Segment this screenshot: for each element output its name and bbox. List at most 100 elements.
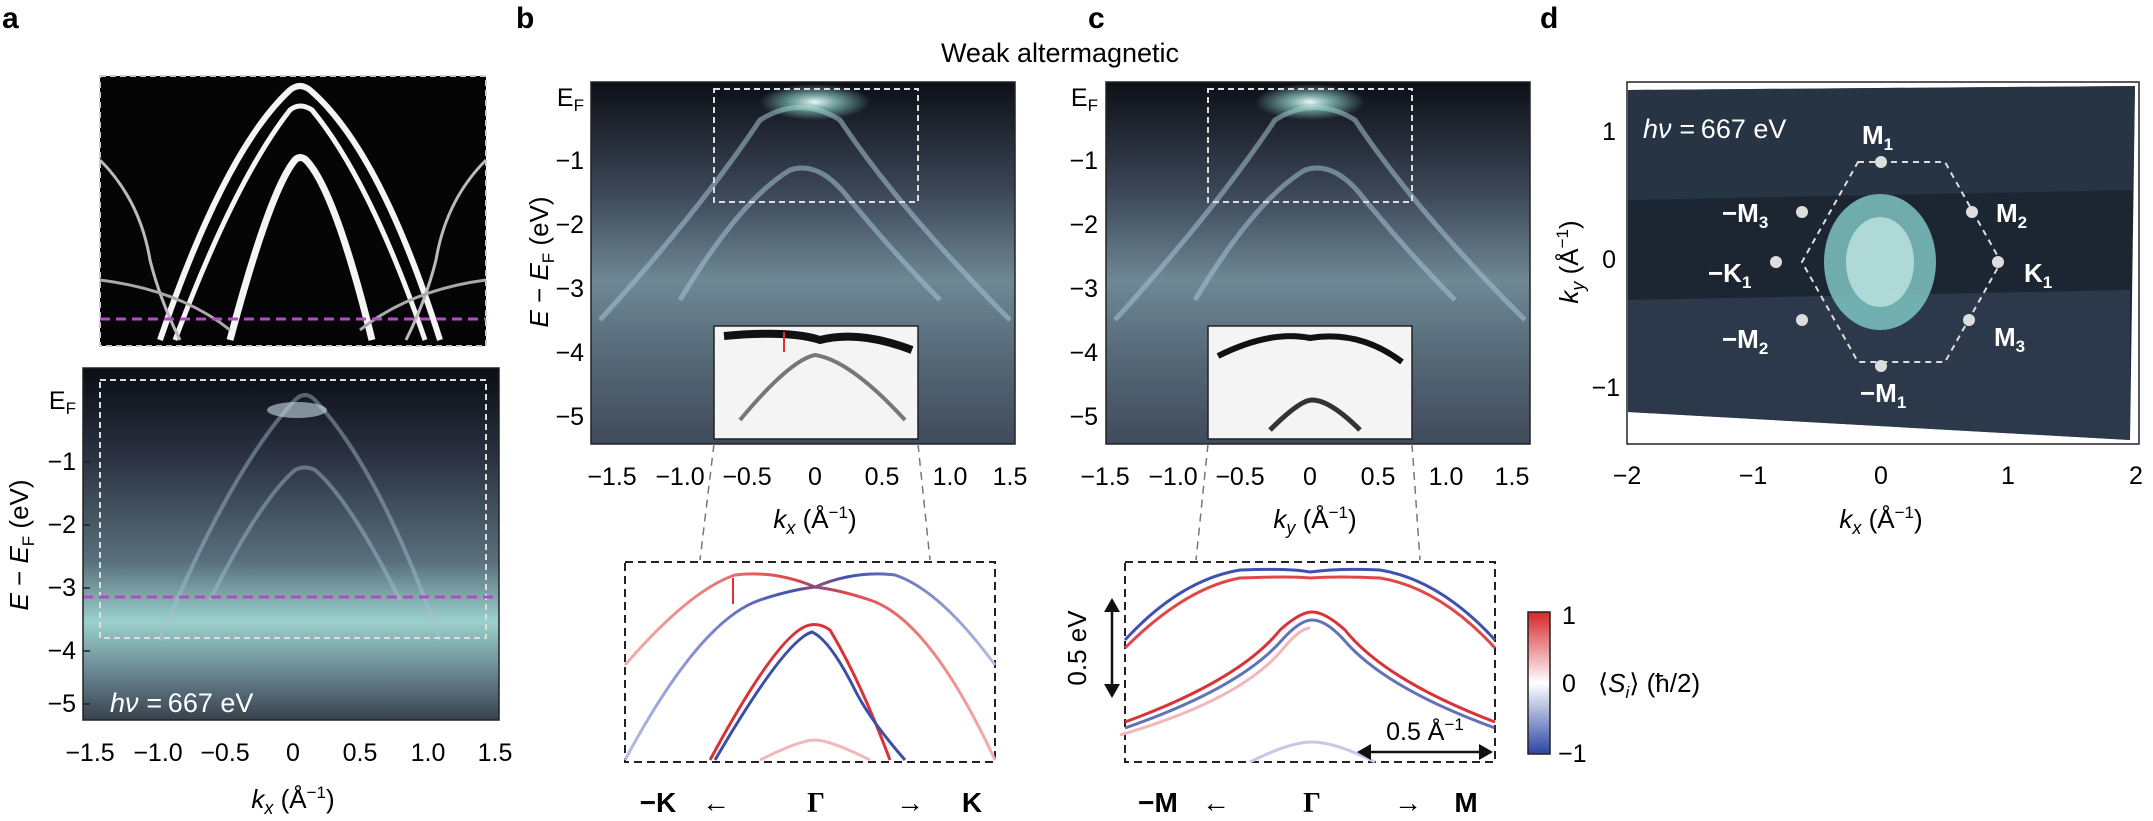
point-K1 [1992, 256, 2004, 268]
tick: −5 [1069, 403, 1098, 431]
tick: −1 [1069, 147, 1098, 175]
tick: 1.0 [1429, 463, 1464, 491]
panel-letter-c: c [1088, 2, 1105, 35]
tick: 0.5 [865, 463, 900, 491]
tick: 1.0 [933, 463, 968, 491]
figure-title: Weak altermagnetic [941, 38, 1179, 68]
tick: 0 [1303, 463, 1317, 491]
label: −K [640, 787, 677, 818]
panel-d-hexagon [1800, 161, 2003, 363]
colorbar-label: ⟨Si⟩ (ħ/2) [1598, 668, 1700, 702]
panel-letter-b: b [516, 2, 534, 35]
point-M2 [1966, 206, 1978, 218]
panel-d-y-label: ky (Å−1) [1553, 220, 1588, 303]
tick: 1 [1562, 602, 1576, 630]
tick: −1.5 [587, 463, 636, 491]
panel-a-x-label: kx (Å−1) [251, 783, 334, 818]
tick: 0.5 [343, 739, 378, 767]
panel-c-bottom-labels: −M ← Γ → M [1138, 787, 1478, 819]
tick: −2 [555, 211, 584, 239]
label: ← [702, 787, 730, 818]
tick: −4 [1069, 339, 1098, 367]
tick: 0 [1602, 246, 1616, 274]
panel-b-y-label: E − EF (eV) [524, 196, 558, 327]
label: ← [1202, 787, 1230, 818]
panel-d-y-ticks: 1 0 −1 [1591, 118, 1620, 402]
tick: 1.0 [411, 739, 446, 767]
tick: −2 [1613, 462, 1642, 490]
panel-b-glow [760, 84, 870, 120]
tick: −1 [1558, 740, 1587, 768]
tick: −1.5 [65, 739, 114, 767]
panel-c-x-ticks: −1.5 −1.0 −0.5 0 0.5 1.0 1.5 [1080, 463, 1529, 491]
panel-b-bottom-labels: −K ← Γ → K [640, 787, 982, 819]
tick: EF [1071, 84, 1098, 115]
panel-c-calc-box [1124, 561, 1496, 763]
tick: −2 [47, 511, 76, 539]
tick: −1 [555, 147, 584, 175]
tick: −0.5 [1215, 463, 1264, 491]
panel-d-x-label: kx (Å−1) [1839, 503, 1922, 538]
tick: −5 [47, 690, 76, 718]
colorbar-ticks: 1 0 −1 [1558, 602, 1587, 768]
point-negK1 [1770, 256, 1782, 268]
tick: 0 [1562, 670, 1576, 698]
tick: −1.0 [1148, 463, 1197, 491]
label-M2: M2 [1996, 198, 2027, 232]
label: Γ [1303, 788, 1321, 819]
label: Γ [807, 788, 825, 819]
tick: 0 [286, 739, 300, 767]
label-negM3: −M3 [1722, 198, 1768, 232]
tick: 0 [808, 463, 822, 491]
tick: −1.0 [655, 463, 704, 491]
panel-a-y-label: E − EF (eV) [4, 479, 38, 610]
tick: 0.5 [1361, 463, 1396, 491]
panel-b-x-ticks: −1.5 −1.0 −0.5 0 0.5 1.0 1.5 [587, 463, 1027, 491]
tick: −1 [1591, 374, 1620, 402]
tick: −0.5 [722, 463, 771, 491]
point-M3 [1963, 314, 1975, 326]
point-negM1 [1875, 360, 1887, 372]
tick: −4 [555, 339, 584, 367]
panel-c-inset [1207, 325, 1413, 440]
panel-c-energy-scale: 0.5 eV [1062, 610, 1092, 686]
tick: 1 [1602, 118, 1616, 146]
panel-b-inset [713, 325, 919, 440]
tick: −5 [555, 403, 584, 431]
label: K [962, 787, 982, 818]
panel-c-x-label: ky (Å−1) [1273, 503, 1356, 538]
point-M1 [1875, 156, 1887, 168]
tick: −1 [1739, 462, 1768, 490]
tick: −2 [1069, 211, 1098, 239]
panel-a-arpes-image [83, 368, 499, 720]
panel-a-calc-bands [98, 83, 488, 341]
panel-d-photon: hν = 667 eV [1643, 114, 1786, 144]
panel-a-photon: hν = 667 eV [110, 688, 253, 718]
panel-letter-d: d [1540, 2, 1558, 35]
panel-b-y-ticks: EF −1 −2 −3 −4 −5 [555, 84, 584, 431]
tick: 1.5 [478, 739, 513, 767]
panel-a-y-ticks: EF −1 −2 −3 −4 −5 [47, 387, 76, 718]
tick: −3 [555, 275, 584, 303]
panel-c-glow [1255, 84, 1365, 120]
point-negM3 [1796, 206, 1808, 218]
tick: 0 [1874, 462, 1888, 490]
tick: EF [557, 84, 584, 115]
panel-d-x-ticks: −2 −1 0 1 2 [1613, 462, 2143, 490]
tick: −4 [47, 637, 76, 665]
tick: −3 [47, 574, 76, 602]
tick: −1.5 [1080, 463, 1129, 491]
tick: 1.5 [1495, 463, 1530, 491]
label: −M [1138, 787, 1178, 818]
panel-c-y-ticks: EF −1 −2 −3 −4 −5 [1069, 84, 1098, 431]
tick: 1.5 [993, 463, 1028, 491]
panel-a-x-ticks: −1.5 −1.0 −0.5 0 0.5 1.0 1.5 [65, 739, 512, 767]
tick: 2 [2129, 462, 2143, 490]
tick: EF [49, 387, 76, 418]
panel-d-points [1770, 156, 2004, 372]
label: → [896, 787, 924, 818]
panel-letter-a: a [2, 2, 19, 35]
panel-b-x-label: kx (Å−1) [773, 503, 856, 538]
colorbar [1527, 611, 1551, 755]
tick: −1 [47, 448, 76, 476]
